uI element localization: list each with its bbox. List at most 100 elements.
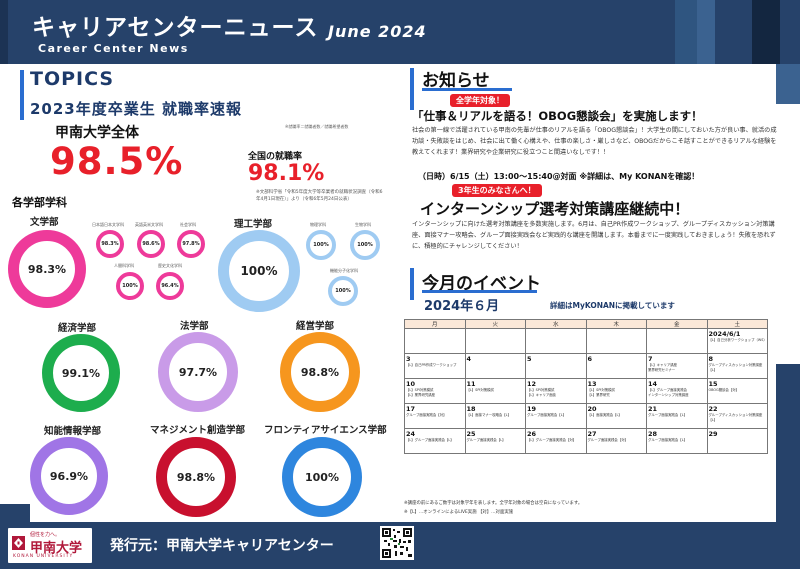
faculty-rate: 96.9%: [49, 469, 89, 483]
sci-dept-ring: 100%: [328, 276, 358, 306]
faculty-label: 理工学部: [234, 219, 273, 230]
faculty-label: マネジメント創造学部: [150, 425, 246, 436]
calendar-event[interactable]: グループディスカッション対策講座【L】: [708, 413, 763, 422]
calendar-day[interactable]: 4: [464, 353, 526, 379]
calendar-event[interactable]: 【L】業界研究: [587, 393, 610, 397]
calendar-event[interactable]: 【L】SPI対策模試: [466, 388, 494, 392]
calendar-event[interactable]: 【L】SPI対策模試: [406, 388, 434, 392]
faculty-rate: 100%: [305, 470, 339, 484]
university-logo: 個性を力へ。 甲南大学 KONAN UNIVERSITY: [8, 528, 92, 563]
calendar-day[interactable]: [525, 328, 587, 354]
faculty-rate: 98.3%: [27, 262, 67, 276]
day-number: 6: [587, 355, 593, 363]
calendar-event[interactable]: 【L】キャリア面談: [527, 393, 557, 397]
calendar-day[interactable]: 5: [525, 353, 587, 379]
calendar-event[interactable]: 【L】キャリア講座: [648, 363, 678, 367]
page-footer: 個性を力へ。 甲南大学 KONAN UNIVERSITY 発行元：甲南大学キャリ…: [0, 522, 800, 569]
calendar-event[interactable]: 業界研究セミナー: [648, 368, 676, 372]
calendar-day[interactable]: 21 グループ面接実践会【L】: [646, 403, 708, 429]
day-number: 10: [406, 380, 416, 388]
calendar-day[interactable]: 12 【L】SPI対策模試 【L】キャリア面談: [525, 378, 587, 404]
calendar-day[interactable]: 26 【L】グループ面接実践会【対】: [525, 428, 587, 454]
calendar-day[interactable]: 20 【L】面接実践会【L】: [585, 403, 647, 429]
employment-rate-title: 2023年度卒業生 就職率速報: [30, 100, 242, 118]
calendar-event[interactable]: グループ面接実践会【L】: [648, 438, 687, 442]
faculty-label: 法学部: [180, 321, 209, 332]
faculty-rate: 100%: [240, 264, 278, 278]
calendar-day[interactable]: 25 グループ面接実践会【L】: [464, 428, 526, 454]
calendar-event[interactable]: 【L】業界研究講座: [406, 393, 436, 397]
calendar-event[interactable]: グループ面接実践会【対】: [587, 438, 628, 442]
calendar-week: 10 【L】SPI対策模試 【L】業界研究講座 11 【L】SPI対策模試 12 【L】SP…: [404, 378, 768, 404]
calendar-day[interactable]: 14 【L】グループ面接実践会 インターンシップ対策講座: [646, 378, 708, 404]
faculty-ring: 98.3%: [8, 230, 86, 308]
calendar-day[interactable]: 11 【L】SPI対策模試: [464, 378, 526, 404]
faculty-ring: 98.8%: [156, 437, 236, 517]
calendar-note: ※【L】…オンラインによるLIVE実施 【対】…対面実施: [404, 510, 514, 515]
calendar-day[interactable]: 18 【L】面接マナー攻略会【L】: [464, 403, 526, 429]
calendar-day[interactable]: 24 【L】グループ面接実践会【L】: [404, 428, 466, 454]
faculty-label: 経済学部: [58, 323, 97, 334]
calendar-day[interactable]: 3 【L】自己PR作成ワークショップ: [404, 353, 466, 379]
publisher: 発行元：甲南大学キャリアセンター: [110, 538, 334, 554]
faculty-rate: 98.8%: [300, 365, 340, 379]
calendar-event[interactable]: グループディスカッション対策講座【L】: [708, 363, 763, 372]
logo-caption: 個性を力へ。: [30, 532, 61, 538]
calendar-day[interactable]: 15 OBOG懇談会【対】: [706, 378, 768, 404]
day-number: 26: [527, 430, 537, 438]
calendar-event[interactable]: 【L】自己分析ワークショップ（WS）: [708, 338, 767, 342]
calendar-event[interactable]: グループ面接実践会【L】: [648, 413, 687, 417]
calendar-day[interactable]: 6: [585, 353, 647, 379]
calendar-event[interactable]: OBOG懇談会【対】: [708, 388, 740, 392]
news-datetime-obog: （日時）6/15（土）13:00〜15:40@対面 ※詳細は、My KONANを…: [418, 172, 700, 181]
calendar-day[interactable]: 10 【L】SPI対策模試 【L】業界研究講座: [404, 378, 466, 404]
weekday-header: 火: [464, 319, 526, 329]
faculty-rate: 97.7%: [178, 365, 218, 379]
qr-code-icon[interactable]: [380, 526, 414, 560]
day-number: 27: [587, 430, 597, 438]
calendar-day[interactable]: 2024/6/1 【L】自己分析ワークショップ（WS）: [706, 328, 768, 354]
calendar-event[interactable]: 【L】SPI対策模試: [527, 388, 555, 392]
calendar-day[interactable]: 17 グループ面接実践会【対】: [404, 403, 466, 429]
calendar-event[interactable]: グループ面接実践会【L】: [466, 438, 506, 442]
day-number: 17: [406, 405, 416, 413]
weekday-header: 水: [525, 319, 587, 329]
calendar-event[interactable]: 【L】自己PR作成ワークショップ: [406, 363, 457, 367]
calendar-event[interactable]: インターンシップ対策講座: [648, 393, 689, 397]
faculty-ring: 100%: [282, 437, 362, 517]
day-number: 22: [708, 405, 718, 413]
calendar-day[interactable]: 28 グループ面接実践会【L】: [646, 428, 708, 454]
university-emblem-icon: [12, 536, 25, 550]
logo-name: 甲南大学: [30, 541, 83, 556]
day-number: 5: [527, 355, 532, 363]
calendar-day[interactable]: 13 【L】SPI対策模試 【L】業界研究: [585, 378, 647, 404]
logo-english-name: KONAN UNIVERSITY: [13, 554, 74, 559]
calendar-day[interactable]: 27 グループ面接実践会【対】: [585, 428, 647, 454]
calendar-day[interactable]: [464, 328, 526, 354]
calendar-event[interactable]: グループ面接実践会【L】: [527, 413, 566, 417]
calendar-event[interactable]: 【L】面接マナー攻略会【L】: [466, 413, 511, 417]
day-number: 11: [466, 380, 476, 388]
events-month: 2024年６月: [424, 299, 500, 314]
calendar-event[interactable]: 【L】SPI対策模試: [587, 388, 615, 392]
calendar-day[interactable]: 7 【L】キャリア講座 業界研究セミナー: [646, 353, 708, 379]
lit-dept-label: 歴史文化学科: [158, 263, 182, 268]
lit-dept-label: 日本語日本文学科: [92, 222, 124, 227]
news-body-obog: 社会の第一線で活躍されている甲南の先輩が仕事のリアルを語る「OBOG懇談会」！大…: [412, 127, 777, 156]
calendar-day[interactable]: 19 グループ面接実践会【L】: [525, 403, 587, 429]
lit-dept-label: 社会学科: [180, 222, 196, 227]
calendar-day[interactable]: [404, 328, 466, 354]
calendar-day[interactable]: [585, 328, 647, 354]
day-number: 18: [466, 405, 476, 413]
calendar-event[interactable]: グループ面接実践会【対】: [406, 413, 447, 417]
calendar-event[interactable]: 【L】グループ面接実践会【L】: [406, 438, 454, 442]
calendar-day[interactable]: 22 グループディスカッション対策講座【L】: [706, 403, 768, 429]
calendar-day[interactable]: 29: [706, 428, 768, 454]
calendar-day[interactable]: 8 グループディスカッション対策講座【L】: [706, 353, 768, 379]
calendar-event[interactable]: 【L】グループ面接実践会: [648, 388, 687, 392]
calendar-event[interactable]: 【L】面接実践会【L】: [587, 413, 622, 417]
calendar-day[interactable]: [646, 328, 708, 354]
day-number: 12: [527, 380, 537, 388]
day-number: 25: [466, 430, 476, 438]
calendar-event[interactable]: 【L】グループ面接実践会【対】: [527, 438, 577, 442]
